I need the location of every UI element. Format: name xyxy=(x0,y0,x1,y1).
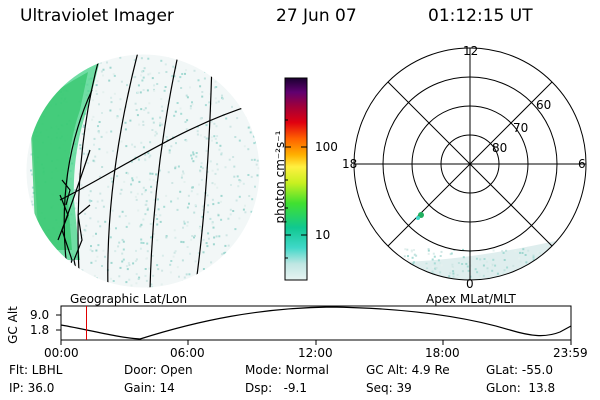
altitude-ylabel: GC Alt xyxy=(5,306,20,344)
instrument-title: Ultraviolet Imager xyxy=(20,6,174,26)
mlat-label-70: 70 xyxy=(513,121,529,135)
glat-info: GLat: -55.0 xyxy=(486,363,553,377)
colorbar-tick-10: 10 xyxy=(315,228,331,242)
mlt-label-6: 6 xyxy=(578,157,586,171)
door-info: Door: Open xyxy=(124,363,193,377)
mlat-label-80: 80 xyxy=(492,141,508,155)
gc-alt-info: GC Alt: 4.9 Re xyxy=(366,363,450,377)
time-tick-1200: 12:00 xyxy=(298,346,333,360)
altitude-ytick-9: 9.0 xyxy=(30,308,50,322)
geographic-caption: Geographic Lat/Lon xyxy=(70,292,188,306)
altitude-ytick-1.8: 1.8 xyxy=(30,323,50,337)
time-tick-1800: 18:00 xyxy=(425,346,460,360)
seq-info: Seq: 39 xyxy=(366,381,412,395)
gain-info: Gain: 14 xyxy=(124,381,175,395)
mlt-label-0: 0 xyxy=(466,277,474,291)
mlt-label-12: 12 xyxy=(463,44,479,58)
lat-lon-grid xyxy=(57,54,260,288)
mlat-label-60: 60 xyxy=(536,98,552,112)
polar-plot xyxy=(353,47,587,281)
time-label: 01:12:15 UT xyxy=(428,6,533,26)
flt-info: Flt: LBHL xyxy=(9,363,63,377)
color-scale-bar xyxy=(284,77,308,281)
colorbar-tick-100: 100 xyxy=(315,140,338,154)
colorbar-unit-label: photon cm⁻²s⁻¹ xyxy=(273,130,287,224)
geographic-image xyxy=(25,53,261,289)
altitude-plot xyxy=(56,305,572,345)
apex-caption: Apex MLat/MLT xyxy=(426,292,516,306)
glon-info: GLon: 13.8 xyxy=(486,381,556,395)
dsp-info: Dsp: -9.1 xyxy=(245,381,308,395)
ip-info: IP: 36.0 xyxy=(9,381,55,395)
time-tick-0000: 00:00 xyxy=(44,346,79,360)
mode-info: Mode: Normal xyxy=(245,363,329,377)
date-label: 27 Jun 07 xyxy=(276,6,357,26)
time-tick-0600: 06:00 xyxy=(170,346,205,360)
time-tick-2359: 23:59 xyxy=(553,346,588,360)
mlt-label-18: 18 xyxy=(342,157,358,171)
